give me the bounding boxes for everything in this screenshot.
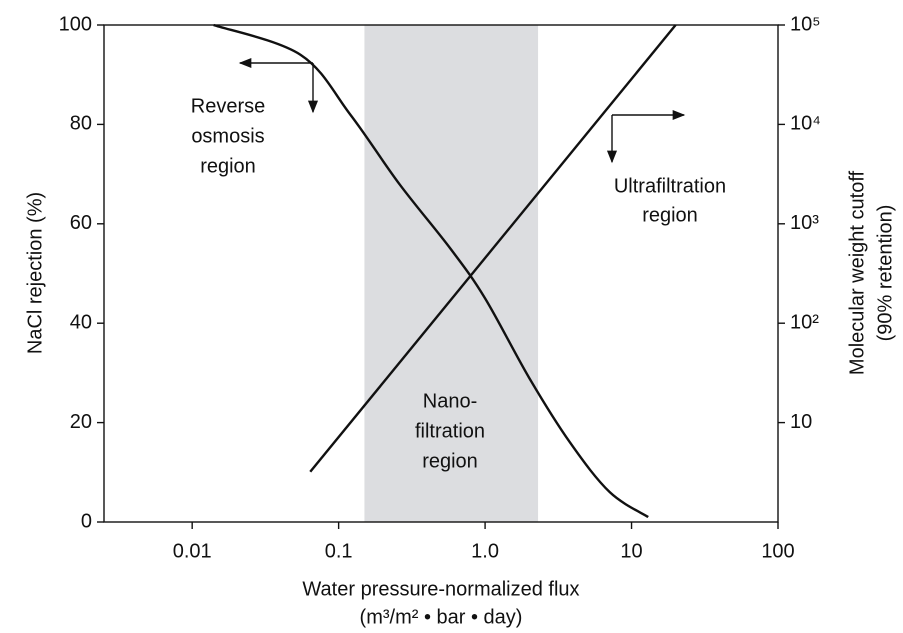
annotation: region — [200, 155, 256, 177]
region-label: filtration — [415, 420, 485, 442]
y2-tick-label: 10 — [790, 411, 812, 433]
y-tick-label: 0 — [81, 510, 92, 532]
annotation: region — [642, 204, 698, 226]
x-tick-label: 0.01 — [173, 540, 212, 562]
x-tick-label: 0.1 — [325, 540, 353, 562]
y-tick-label: 20 — [70, 411, 92, 433]
y2-axis-label: (90% retention) — [874, 205, 896, 342]
plot-frame — [103, 24, 779, 523]
y-tick-label: 40 — [70, 311, 92, 333]
region-label: region — [422, 450, 478, 472]
region-label: Nano- — [423, 390, 477, 412]
x-axis-label: (m³/m² • bar • day) — [360, 606, 523, 628]
y2-tick-label: 10⁵ — [790, 13, 821, 35]
annotation: Reverse — [191, 95, 265, 117]
series-line — [213, 23, 649, 519]
shaded-region — [364, 25, 539, 522]
x-axis-label: Water pressure-normalized flux — [302, 578, 579, 600]
y2-tick-label: 10⁴ — [790, 113, 821, 135]
x-tick-label: 1.0 — [471, 540, 499, 562]
x-tick-label: 100 — [761, 540, 794, 562]
annotation: Ultrafiltration — [614, 175, 726, 197]
x-tick-label: 10 — [620, 540, 642, 562]
annotation: osmosis — [191, 125, 264, 147]
y-tick-label: 80 — [70, 113, 92, 135]
y-tick-label: 60 — [70, 212, 92, 234]
y-tick-label: 100 — [59, 13, 92, 35]
y2-axis-label: Molecular weight cutoff — [846, 170, 868, 375]
y2-tick-label: 10² — [790, 311, 819, 333]
y2-tick-label: 10³ — [790, 212, 819, 234]
y-axis-label: NaCl rejection (%) — [24, 192, 46, 354]
series-line — [309, 24, 677, 473]
